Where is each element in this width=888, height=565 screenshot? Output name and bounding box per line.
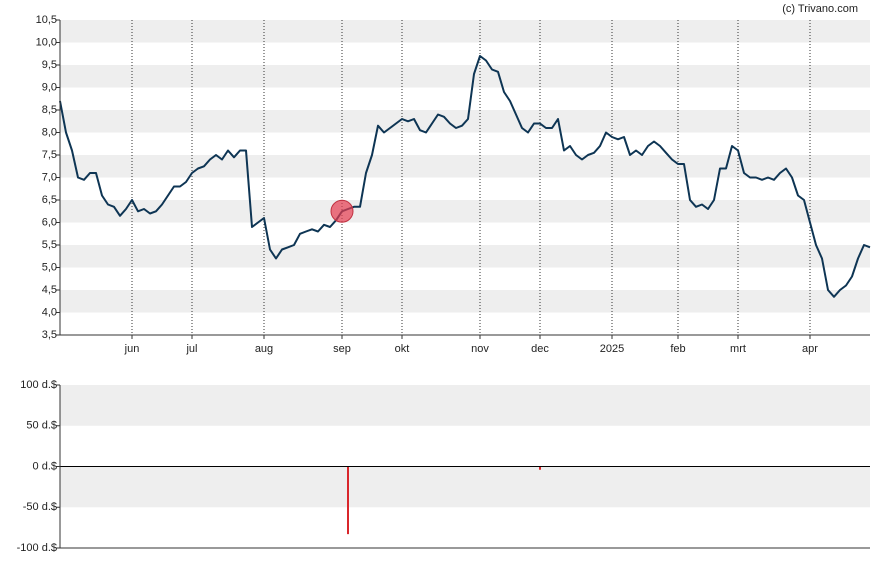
x-tick-label: mrt: [730, 343, 746, 355]
y-tick-label: 50 d.$: [26, 420, 57, 432]
y-tick-label: 100 d.$: [20, 379, 57, 391]
y-tick-label: 9,5: [42, 59, 57, 71]
x-tick-label: feb: [670, 343, 685, 355]
x-tick-label: jun: [124, 343, 140, 355]
grid-band: [60, 65, 870, 88]
y-tick-label: 6,5: [42, 194, 57, 206]
x-tick-label: dec: [531, 343, 549, 355]
y-tick-label: 7,5: [42, 149, 57, 161]
x-tick-label: sep: [333, 343, 351, 355]
bar: [347, 466, 349, 535]
y-tick-label: 8,0: [42, 126, 57, 138]
x-tick-label: jul: [185, 343, 197, 355]
grid-band: [60, 245, 870, 268]
y-tick-label: 4,0: [42, 306, 57, 318]
bar: [539, 466, 541, 470]
credit: (c) Trivano.com: [782, 3, 858, 15]
x-tick-label: nov: [471, 343, 489, 355]
y-tick-label: -50 d.$: [23, 501, 57, 513]
price-line: [59, 55, 871, 298]
x-tick-label: apr: [802, 343, 818, 355]
y-tick-label: -100 d.$: [17, 542, 57, 554]
grid-band: [60, 200, 870, 223]
y-tick-label: 5,5: [42, 239, 57, 251]
y-tick-label: 0 d.$: [33, 460, 57, 472]
x-tick-label: okt: [395, 343, 410, 355]
grid-band: [60, 385, 870, 426]
y-tick-label: 10,5: [36, 14, 57, 26]
y-tick-label: 5,0: [42, 261, 57, 273]
grid-band: [60, 466, 870, 508]
x-tick-label: 2025: [600, 343, 624, 355]
y-tick-label: 6,0: [42, 216, 57, 228]
grid-band: [60, 290, 870, 313]
grid-band: [60, 155, 870, 178]
trade-marker: [330, 199, 354, 223]
grid-band: [60, 20, 870, 43]
y-tick-label: 4,5: [42, 284, 57, 296]
y-tick-label: 9,0: [42, 81, 57, 93]
y-tick-label: 7,0: [42, 171, 57, 183]
y-tick-label: 3,5: [42, 329, 57, 341]
y-tick-label: 10,0: [36, 36, 57, 48]
x-tick-label: aug: [255, 343, 273, 355]
y-tick-label: 8,5: [42, 104, 57, 116]
